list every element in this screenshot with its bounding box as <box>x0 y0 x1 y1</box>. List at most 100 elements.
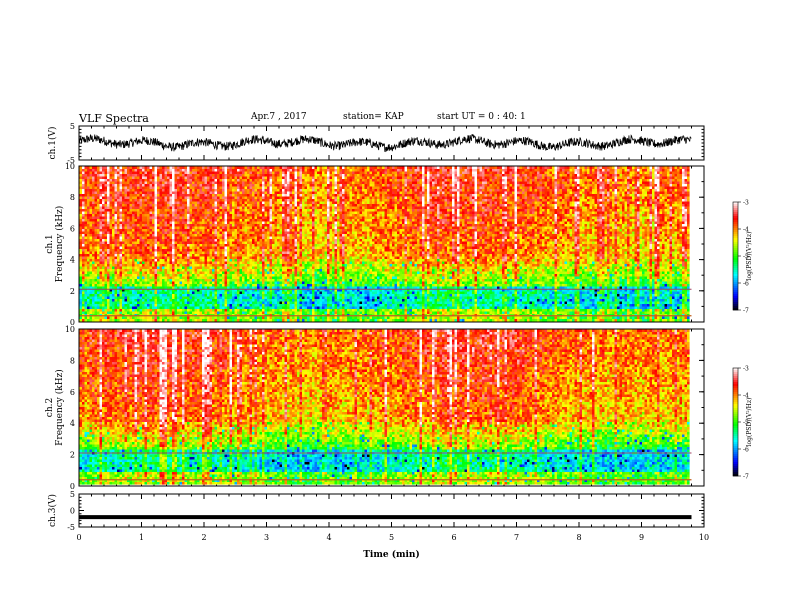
spectrogram-cell <box>427 207 430 210</box>
spectrogram-cell <box>462 172 465 175</box>
spectrogram-cell <box>475 204 478 207</box>
spectrogram-cell <box>225 204 228 207</box>
spectrogram-cell <box>360 172 363 175</box>
spectrogram-cell <box>505 204 508 207</box>
spectrogram-cell <box>315 189 318 192</box>
spectrogram-cell <box>372 179 375 182</box>
spectrogram-cell <box>202 177 205 180</box>
spectrogram-cell <box>492 169 495 172</box>
spectrogram-cell <box>137 212 140 215</box>
spectrogram-cell <box>412 209 415 212</box>
spectrogram-cell <box>310 172 313 175</box>
spectrogram-cell <box>540 184 543 187</box>
spectrogram-cell <box>222 167 225 170</box>
spectrogram-cell <box>295 194 298 197</box>
spectrogram-cell <box>530 167 533 170</box>
spectrogram-cell <box>400 172 403 175</box>
spectrogram-cell <box>565 182 568 185</box>
spectrogram-cell <box>627 192 630 195</box>
spectrogram-cell <box>427 202 430 205</box>
spectrogram-cell <box>687 169 690 172</box>
spectrogram-cell <box>415 189 418 192</box>
spectrogram-cell <box>652 172 655 175</box>
spectrogram-cell <box>607 172 610 175</box>
spectrogram-cell <box>550 177 553 180</box>
spectrogram-cell <box>310 189 313 192</box>
spectrogram-cell <box>425 172 428 175</box>
spectrogram-cell <box>565 172 568 175</box>
spectrogram-cell <box>547 207 550 210</box>
spectrogram-cell <box>610 209 613 212</box>
spectrogram-cell <box>282 212 285 215</box>
spectrogram-cell <box>637 177 640 180</box>
spectrogram-cell <box>140 182 143 185</box>
spectrogram-cell <box>535 194 538 197</box>
spectrogram-cell <box>92 184 95 187</box>
spectrogram-cell <box>227 169 230 172</box>
spectrogram-cell <box>195 167 198 170</box>
spectrogram-cell <box>367 179 370 182</box>
spectrogram-cell <box>415 184 418 187</box>
spectrogram-cell <box>275 199 278 202</box>
spectrogram-cell <box>405 207 408 210</box>
spectrogram-cell <box>300 199 303 202</box>
spectrogram-cell <box>362 209 365 212</box>
spectrogram-cell <box>400 204 403 207</box>
spectrogram-cell <box>572 172 575 175</box>
spectrogram-cell <box>310 202 313 205</box>
spectrogram-cell <box>300 194 303 197</box>
spectrogram-cell <box>650 207 653 210</box>
spectrogram-cell <box>647 207 650 210</box>
spectrogram-cell <box>677 209 680 212</box>
spectrogram-cell <box>362 202 365 205</box>
spectrogram-cell <box>635 174 638 177</box>
spectrogram-cell <box>190 172 193 175</box>
spectrogram-cell <box>375 174 378 177</box>
spectrogram-cell <box>562 174 565 177</box>
spectrogram-cell <box>607 189 610 192</box>
spectrogram-cell <box>227 187 230 190</box>
spectrogram-cell <box>650 197 653 200</box>
spectrogram-cell <box>220 169 223 172</box>
spectrogram-cell <box>677 169 680 172</box>
spectrogram-cell <box>620 202 623 205</box>
spectrogram-cell <box>102 167 105 170</box>
spectrogram-cell <box>395 202 398 205</box>
spectrogram-cell <box>362 169 365 172</box>
spectrogram-cell <box>437 172 440 175</box>
spectrogram-cell <box>330 194 333 197</box>
spectrogram-cell <box>562 172 565 175</box>
spectrogram-cell <box>477 179 480 182</box>
spectrogram-cell <box>342 169 345 172</box>
spectrogram-cell <box>100 179 103 182</box>
spectrogram-cell <box>557 207 560 210</box>
spectrogram-cell <box>647 182 650 185</box>
spectrogram-cell <box>202 189 205 192</box>
spectrogram-cell <box>387 194 390 197</box>
spectrogram-cell <box>110 174 113 177</box>
spectrogram-cell <box>297 174 300 177</box>
spectrogram-cell <box>527 189 530 192</box>
spectrogram-cell <box>637 179 640 182</box>
spectrogram-cell <box>187 194 190 197</box>
spectrogram-cell <box>165 179 168 182</box>
spectrogram-cell <box>512 172 515 175</box>
spectrogram-cell <box>452 207 455 210</box>
spectrogram-cell <box>162 182 165 185</box>
spectrogram-cell <box>552 177 555 180</box>
spectrogram-cell <box>590 209 593 212</box>
spectrogram-cell <box>405 197 408 200</box>
spectrogram-cell <box>150 177 153 180</box>
spectrogram-cell <box>410 184 413 187</box>
spectrogram-cell <box>170 167 173 170</box>
spectrogram-cell <box>480 184 483 187</box>
spectrogram-cell <box>525 189 528 192</box>
spectrogram-cell <box>205 187 208 190</box>
spectrogram-cell <box>432 189 435 192</box>
spectrogram-cell <box>390 167 393 170</box>
spectrogram-cell <box>252 204 255 207</box>
spectrogram-cell <box>382 202 385 205</box>
spectrogram-cell <box>460 194 463 197</box>
spectrogram-cell <box>195 197 198 200</box>
spectrogram-cell <box>657 179 660 182</box>
